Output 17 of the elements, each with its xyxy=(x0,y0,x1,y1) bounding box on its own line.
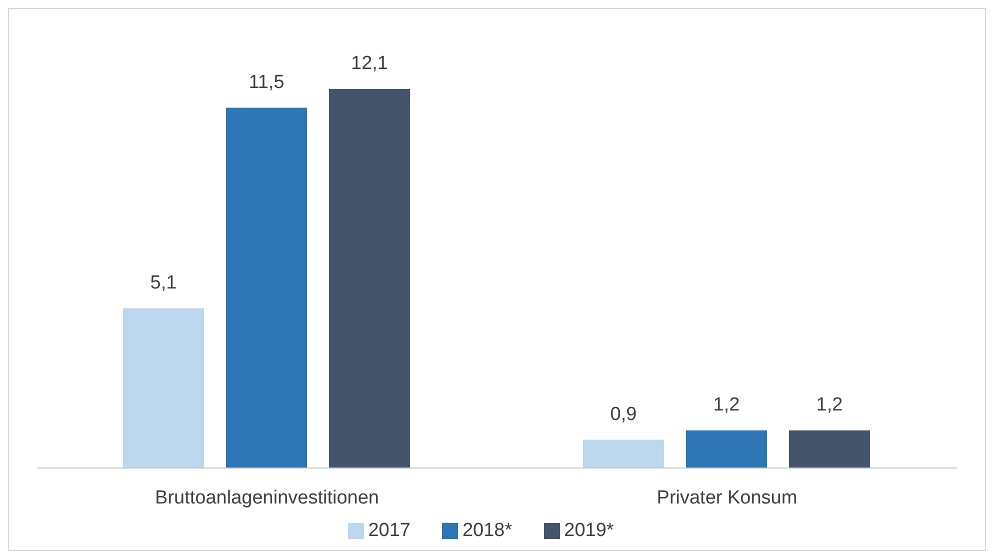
bar xyxy=(123,308,204,468)
bar xyxy=(583,440,664,468)
x-tick-label: Bruttoanlageninvestitionen xyxy=(155,487,379,508)
data-label: 1,2 xyxy=(713,394,740,416)
x-tick-label: Privater Konsum xyxy=(656,487,798,508)
legend-label: 2017 xyxy=(368,520,410,541)
data-label: 1,2 xyxy=(816,394,843,416)
legend-label: 2018* xyxy=(462,520,512,541)
data-label: 0,9 xyxy=(610,404,637,425)
data-label: 5,1 xyxy=(150,272,177,294)
bar xyxy=(686,430,767,468)
data-label: 11,5 xyxy=(248,72,284,93)
bar xyxy=(329,89,410,468)
legend-label: 2019* xyxy=(564,520,614,541)
bar xyxy=(789,430,870,468)
data-label: 12,1 xyxy=(351,53,388,74)
bar xyxy=(226,108,307,468)
